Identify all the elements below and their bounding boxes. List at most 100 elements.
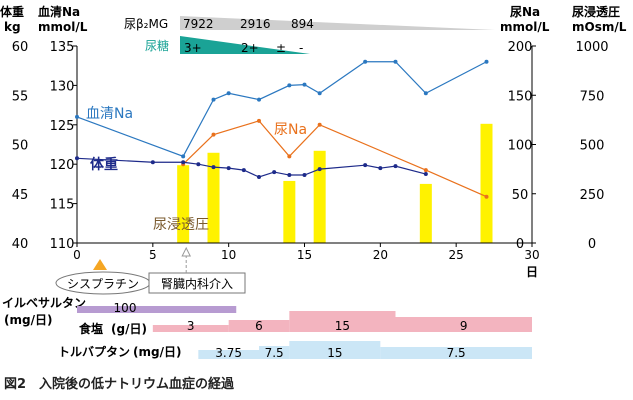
serum-na-point	[363, 59, 368, 64]
salt-segment	[395, 317, 532, 332]
urine-osm-bar	[283, 180, 296, 243]
urine-osm-bar	[313, 150, 326, 243]
x-tick-label: 5	[149, 248, 157, 262]
sodium-tick-label: 125	[50, 119, 75, 134]
x-tick-label: 15	[297, 248, 312, 262]
urine-osm-tick-label: 0	[588, 237, 596, 252]
irbesartan-segment	[77, 306, 237, 313]
axes: 0 5 10 15 20 25 30 日 40 45 50 55 60 110 115 120 125 130 13…	[12, 40, 609, 279]
urine-osm-axis-header-2: mOsm/L	[572, 20, 627, 34]
cisplatin-label: シスプラチン	[67, 277, 139, 291]
figure-caption: 図2 入院後の低ナトリウム血症の経過	[4, 377, 235, 392]
sodium-tick-label: 130	[50, 79, 75, 94]
serum-na-point	[226, 91, 231, 96]
axis-headers: 体重 kg 血清Na mmol/L 尿Na mmol/L 尿浸透圧 mOsm/L	[0, 4, 627, 34]
weight-tick-label: 50	[12, 139, 29, 154]
b2mg-value-2: 2916	[240, 17, 271, 31]
salt-segment	[152, 325, 229, 332]
serum-na-point	[423, 91, 428, 96]
nephro-label: 腎臓内科介入	[161, 277, 233, 291]
salt-segment-value: 3	[187, 319, 195, 333]
salt-unit: (g/日)	[111, 322, 147, 336]
weight-axis-header-2: kg	[4, 20, 21, 34]
serum-na-line	[76, 61, 487, 158]
serum-na-point	[302, 82, 307, 87]
urine-na-point	[287, 154, 292, 159]
salt-segment-value: 15	[335, 319, 350, 333]
weight-point	[363, 163, 368, 168]
serum-na-point	[393, 59, 398, 64]
nephro-arrow-head	[181, 246, 192, 257]
urine-na-point	[257, 118, 261, 123]
salt-segment-value: 6	[255, 319, 263, 333]
urine-osm-series-label: 尿浸透圧	[153, 217, 209, 233]
urine-na-axis-header-2: mmol/L	[500, 20, 550, 34]
tolvaptan-segment	[198, 350, 259, 359]
sugar-value-2: 2+	[241, 41, 259, 55]
urine-osm-tick-label: 750	[580, 89, 605, 104]
weight-point	[226, 166, 231, 171]
weight-point	[241, 168, 246, 173]
chart-figure: 体重 kg 血清Na mmol/L 尿Na mmol/L 尿浸透圧 mOsm/L…	[0, 4, 627, 360]
urine-osm-bar	[480, 123, 493, 243]
urine-na-line	[182, 120, 487, 198]
tolvaptan-segment-value: 7.5	[265, 346, 284, 360]
weight-point	[150, 160, 155, 165]
serum-na-point	[484, 59, 489, 64]
urine-osm-bar	[419, 183, 432, 243]
weight-point	[287, 173, 292, 178]
tolvaptan-segment-value: 15	[327, 346, 342, 360]
serum-na-point	[257, 97, 261, 102]
data-lines	[75, 59, 489, 199]
urine-na-point	[317, 122, 322, 127]
x-tick-label: 25	[449, 248, 464, 262]
salt-segment	[289, 311, 396, 332]
sodium-tick-label: 110	[50, 237, 75, 252]
serum-na-point	[287, 83, 292, 88]
tolvaptan-segment-value: 7.5	[447, 346, 466, 360]
weight-tick-label: 45	[12, 188, 29, 203]
urine-na-axis-header-1: 尿Na	[510, 4, 540, 19]
urine-na-point	[484, 194, 489, 199]
sugar-value-1: 3+	[184, 41, 202, 55]
weight-point	[423, 172, 428, 177]
urine-osm-bar	[207, 152, 220, 243]
weight-point	[257, 175, 261, 180]
irbesartan-segment-value: 100	[114, 301, 137, 315]
tolvaptan-segment-value: 3.75	[215, 346, 242, 360]
tolvaptan-segment	[259, 346, 290, 359]
tolvaptan-name: トルバプタン	[58, 344, 130, 359]
b2mg-wedge	[180, 16, 495, 30]
weight-point	[302, 173, 307, 178]
weight-line	[76, 157, 426, 178]
urine-na-tick-label: 0	[516, 237, 524, 252]
salt-segment	[228, 320, 290, 332]
weight-tick-label: 60	[12, 40, 29, 55]
b2mg-value-1: 7922	[183, 17, 214, 31]
urine-na-tick-label: 200	[508, 40, 533, 55]
x-tick-label: 20	[373, 248, 388, 262]
sodium-tick-label: 115	[50, 198, 75, 213]
tolvaptan-unit: (mg/日)	[133, 345, 181, 359]
urine-osm-bar	[177, 165, 190, 243]
b2mg-label: 尿β₂MG	[124, 17, 168, 31]
salt-name: 食塩	[78, 321, 103, 336]
serum-na-point	[181, 154, 186, 159]
weight-point	[196, 162, 201, 167]
tolvaptan-segment	[380, 347, 532, 359]
nephro-box	[148, 272, 246, 294]
x-axis-label: 日	[526, 265, 538, 279]
sodium-tick-label: 135	[50, 40, 75, 55]
urine-osm-axis-header-1: 尿浸透圧	[572, 4, 620, 19]
urine-na-tick-label: 150	[508, 89, 533, 104]
b2mg-value-3: 894	[291, 17, 314, 31]
urine-na-point	[423, 168, 428, 173]
weight-tick-label: 55	[12, 89, 29, 104]
weight-tick-label: 40	[12, 237, 29, 252]
weight-point	[378, 166, 383, 171]
irbesartan-unit: (mg/日)	[4, 313, 52, 327]
urine-na-series-label: 尿Na	[274, 122, 307, 138]
weight-point	[75, 156, 79, 161]
